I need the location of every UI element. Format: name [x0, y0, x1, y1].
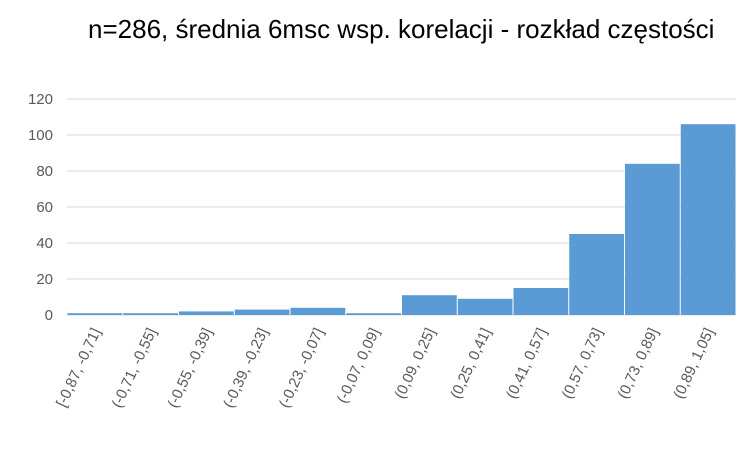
- x-category-label: [-0,87, -0,71]: [53, 326, 104, 410]
- chart-title: n=286, średnia 6msc wsp. korelacji - roz…: [88, 14, 715, 44]
- y-tick-label: 0: [45, 307, 53, 324]
- x-category-label: (0,25, 0,41]: [447, 326, 494, 402]
- bars: [67, 124, 736, 315]
- x-category-label: (-0,23, -0,07]: [276, 326, 328, 411]
- bar: [234, 309, 290, 315]
- x-category-label: (0,41, 0,57]: [503, 326, 550, 402]
- x-category-label: (-0,55, -0,39]: [164, 326, 216, 411]
- y-tick-label: 100: [28, 127, 53, 144]
- bar: [680, 124, 736, 315]
- x-category-label: (-0,71, -0,55]: [109, 326, 161, 411]
- bar: [402, 295, 457, 315]
- x-category-label: (0,73, 0,89]: [615, 326, 662, 402]
- x-category-label: (0,89, 1,05]: [670, 326, 717, 402]
- x-category-label: (0,09, 0,25]: [392, 326, 439, 402]
- gridlines: [67, 98, 736, 316]
- bar: [569, 234, 624, 315]
- x-category-label: (0,57, 0,73]: [559, 326, 606, 402]
- bar: [513, 288, 569, 315]
- bar: [625, 163, 680, 315]
- bar: [457, 298, 513, 315]
- y-tick-label: 80: [36, 163, 53, 180]
- x-category-label: (-0,39, -0,23]: [220, 326, 272, 411]
- y-tick-label: 20: [36, 271, 53, 288]
- y-tick-label: 40: [36, 235, 53, 252]
- bar: [67, 313, 123, 315]
- y-tick-label: 120: [28, 91, 53, 108]
- x-category-label: (-0,07, 0,09]: [334, 326, 384, 406]
- y-tick-label: 60: [36, 199, 53, 216]
- bar: [346, 313, 401, 315]
- bar: [123, 313, 178, 315]
- bar: [179, 311, 234, 315]
- x-axis-labels: [-0,87, -0,71] (-0,71, -0,55] (-0,55, -0,3…: [53, 326, 718, 411]
- y-axis-ticks: 0 20 40 60 80 100 120: [28, 91, 53, 324]
- bar: [290, 307, 346, 315]
